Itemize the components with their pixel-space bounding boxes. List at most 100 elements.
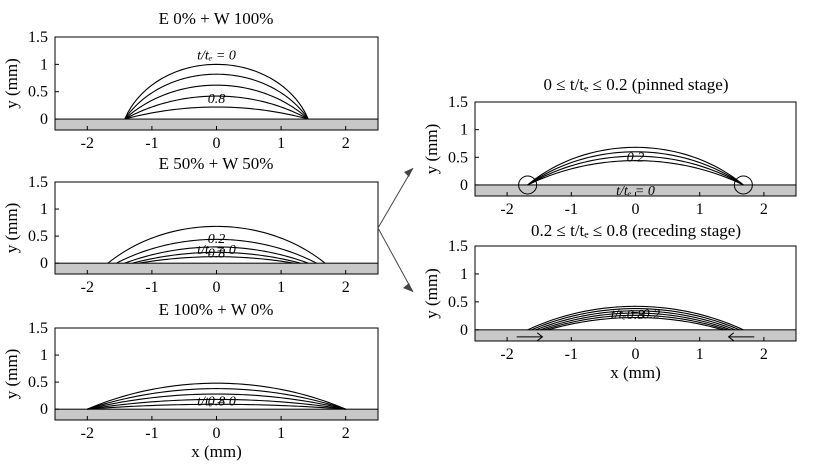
connector-arrows [377,167,414,293]
y-tick-label: 1 [40,56,48,73]
annotation-middle: 0.2 [208,232,226,247]
x-tick-label: -1 [145,425,158,442]
x-tick-label: -1 [565,346,578,363]
droplet-profile-1 [527,146,744,186]
droplet-profile-5 [138,256,295,264]
y-tick-label: 0 [40,111,48,128]
y-tick-label: 1 [40,201,48,218]
droplet-profile-4 [132,251,301,264]
x-tick-label: 1 [696,346,704,363]
droplet-profile-2 [527,151,744,186]
y-tick-label: 0 [40,401,48,418]
panel-title: 0 ≤ t/tₑ ≤ 0.2 (pinned stage) [544,75,729,94]
droplet-profile-2 [116,238,317,264]
plot-frame [474,245,797,342]
panel-title: 0.2 ≤ t/tₑ ≤ 0.8 (receding stage) [531,221,741,240]
y-tick-label: 0.5 [448,149,468,166]
droplet-profile-3 [527,155,744,186]
panel-title: E 100% + W 0% [159,300,274,319]
y-tick-label: 0 [40,255,48,272]
annotation-top: t/tₑ = 0 [197,49,236,64]
droplet-profile-4 [124,95,309,120]
droplet-profile-3 [124,84,309,120]
x-tick-label: 1 [277,425,285,442]
chart-panel-2: E 50% + W 50% 0 0.5 1 1.5 -2 -1 0 1 2 y (mm) t/tₑ =… [2,154,379,296]
y-tick-label: 0 [460,322,468,339]
x-tick-label: 0 [632,346,640,363]
x-axis-label: x (mm) [610,363,661,382]
pinned-contact-circle-2 [733,175,753,195]
x-tick-label: -2 [500,346,513,363]
y-tick-label: 0 [460,177,468,194]
droplet-profile-4 [87,398,346,410]
x-tick-label: -2 [81,279,94,296]
connector-arrowhead-lower [403,283,413,292]
annotation-bottom: 0.2 [627,150,645,165]
droplet-profile-3 [87,393,346,410]
y-tick-label: 1 [460,266,468,283]
x-tick-label: 1 [696,201,704,218]
x-tick-label: 1 [277,279,285,296]
panel-title: E 50% + W 50% [159,154,274,173]
chart-panel-4: 0 ≤ t/tₑ ≤ 0.2 (pinned stage) 0 0.5 1 1.5 -2 -… [422,75,797,218]
droplet-profile-1 [124,63,309,120]
y-tick-label: 1.5 [28,29,48,46]
chart-panel-5: 0.2 ≤ t/tₑ ≤ 0.8 (receding stage) 0 0.5 1 1.… [422,221,797,382]
droplet-profile-2 [531,308,740,331]
x-tick-label: -1 [565,201,578,218]
x-tick-label: 2 [760,346,768,363]
droplet-profile-5 [124,106,309,120]
y-tick-label: 1 [460,122,468,139]
x-axis-label: x (mm) [191,442,242,461]
droplet-profile-5 [87,403,346,410]
pinned-contact-circle-1 [518,175,538,195]
x-tick-label: -1 [145,279,158,296]
droplet-profile-2 [87,388,346,410]
y-axis-label: y (mm) [2,349,21,400]
y-tick-label: 1.5 [448,94,468,111]
y-tick-label: 1 [40,347,48,364]
y-tick-label: 0.5 [28,228,48,245]
x-tick-label: 2 [342,135,350,152]
receding-arrowhead-left [536,332,544,342]
x-tick-label: 2 [760,201,768,218]
y-axis-label: y (mm) [422,268,441,319]
x-tick-label: -2 [81,135,94,152]
droplet-profile-4 [540,312,731,331]
receding-arrowhead-right [727,332,735,342]
x-tick-label: -2 [500,201,513,218]
x-tick-label: 1 [277,135,285,152]
x-tick-label: 0 [632,201,640,218]
plot-frame [474,101,797,197]
y-axis-label: y (mm) [2,58,21,109]
y-tick-label: 1.5 [28,174,48,191]
droplet-profile-1 [527,305,744,331]
droplet-profile-6 [548,316,723,331]
connector-arrowhead-upper [404,168,413,177]
x-tick-label: -2 [81,425,94,442]
x-tick-label: 2 [342,425,350,442]
y-tick-label: 0.5 [28,374,48,391]
y-tick-label: 1.5 [28,320,48,337]
annotation-top: t/tₑ = 0.2 [611,307,660,322]
droplet-profile-4 [527,160,744,186]
y-axis-label: y (mm) [2,203,21,254]
y-tick-label: 1.5 [448,238,468,255]
droplet-profile-1 [87,382,346,410]
annotation-top: t/tₑ = 0 [616,184,655,199]
x-tick-label: 0 [213,425,221,442]
x-tick-label: 0 [213,279,221,296]
droplet-profile-1 [107,225,326,264]
x-tick-label: -1 [145,135,158,152]
y-tick-label: 0.5 [448,294,468,311]
connector-line-upper [377,167,414,229]
x-tick-label: 0 [213,135,221,152]
chart-panel-3: E 100% + W 0% 0 0.5 1 1.5 -2 -1 0 1 2 y (mm) x (mm)… [2,300,379,461]
droplet-profile-5 [544,314,727,331]
annotation-bottom: 0.8 [208,395,226,410]
annotation-bottom: 0.8 [627,308,645,323]
y-tick-label: 0.5 [28,84,48,101]
x-tick-label: 2 [342,279,350,296]
droplet-profile-3 [535,310,736,331]
